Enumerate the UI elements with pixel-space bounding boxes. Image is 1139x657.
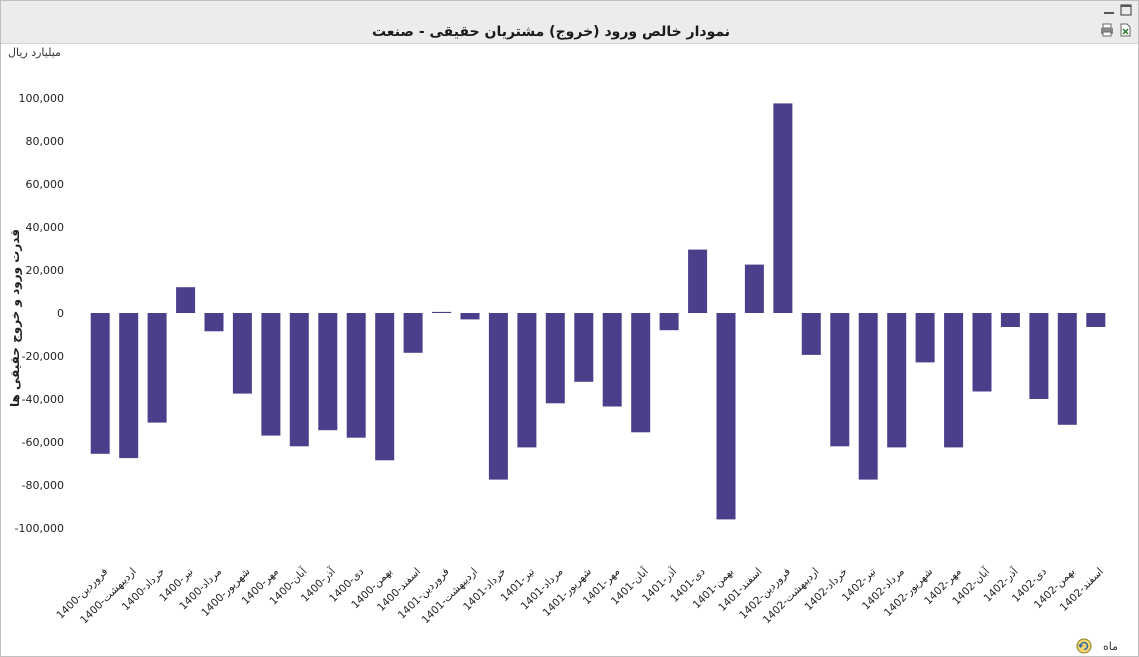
y-tick-label: -40,000 bbox=[22, 393, 64, 406]
title-bar: نمودار خالص ورود (خروج) مشتریان حقیقی - … bbox=[1, 21, 1138, 44]
y-tick-label: 100,000 bbox=[19, 92, 65, 105]
bar[interactable] bbox=[830, 313, 850, 447]
bar[interactable] bbox=[545, 313, 565, 404]
bar[interactable] bbox=[403, 313, 423, 353]
bar[interactable] bbox=[659, 313, 679, 331]
bar[interactable] bbox=[858, 313, 878, 480]
chart-title: نمودار خالص ورود (خروج) مشتریان حقیقی - … bbox=[371, 24, 731, 40]
bar[interactable] bbox=[204, 313, 224, 332]
bar[interactable] bbox=[432, 311, 452, 313]
bar[interactable] bbox=[801, 313, 821, 355]
bar[interactable] bbox=[261, 313, 281, 436]
bar[interactable] bbox=[176, 287, 196, 313]
bar[interactable] bbox=[716, 313, 736, 520]
export-icon[interactable] bbox=[1118, 23, 1132, 37]
bar[interactable] bbox=[90, 313, 110, 454]
y-tick-label: 80,000 bbox=[26, 135, 65, 148]
bar[interactable] bbox=[1029, 313, 1049, 399]
bar[interactable] bbox=[887, 313, 907, 448]
bar[interactable] bbox=[972, 313, 992, 392]
bar[interactable] bbox=[915, 313, 935, 363]
y-tick-label: 0 bbox=[57, 307, 64, 320]
bar[interactable] bbox=[944, 313, 964, 448]
minimize-icon[interactable] bbox=[1102, 3, 1116, 17]
y-tick-label: 40,000 bbox=[26, 221, 65, 234]
bar[interactable] bbox=[773, 103, 793, 314]
y-tick-label: -80,000 bbox=[22, 479, 64, 492]
bar[interactable] bbox=[1086, 313, 1106, 327]
bar[interactable] bbox=[318, 313, 338, 431]
bar[interactable] bbox=[289, 313, 309, 447]
bar[interactable] bbox=[375, 313, 395, 461]
bar[interactable] bbox=[119, 313, 139, 459]
bar[interactable] bbox=[1057, 313, 1077, 425]
bar[interactable] bbox=[232, 313, 252, 394]
bar[interactable] bbox=[346, 313, 366, 438]
y-tick-label: -60,000 bbox=[22, 436, 64, 449]
y-tick-label: -20,000 bbox=[22, 350, 64, 363]
print-icon[interactable] bbox=[1100, 23, 1114, 37]
refresh-icon[interactable] bbox=[1076, 638, 1092, 654]
bar[interactable] bbox=[1000, 313, 1020, 327]
y-tick-label: -100,000 bbox=[15, 522, 64, 535]
y-tick-label: 60,000 bbox=[26, 178, 65, 191]
bar[interactable] bbox=[574, 313, 594, 382]
maximize-icon[interactable] bbox=[1119, 3, 1133, 17]
bar[interactable] bbox=[688, 249, 708, 313]
bar[interactable] bbox=[147, 313, 167, 423]
bar[interactable] bbox=[744, 264, 764, 313]
period-label: ماه bbox=[1103, 640, 1119, 653]
bar[interactable] bbox=[460, 313, 480, 320]
bar[interactable] bbox=[631, 313, 651, 433]
unit-label: میلیارد ریال bbox=[8, 46, 61, 59]
bar[interactable] bbox=[602, 313, 622, 407]
bar[interactable] bbox=[517, 313, 537, 448]
bar[interactable] bbox=[488, 313, 508, 480]
y-tick-label: 20,000 bbox=[26, 264, 65, 277]
